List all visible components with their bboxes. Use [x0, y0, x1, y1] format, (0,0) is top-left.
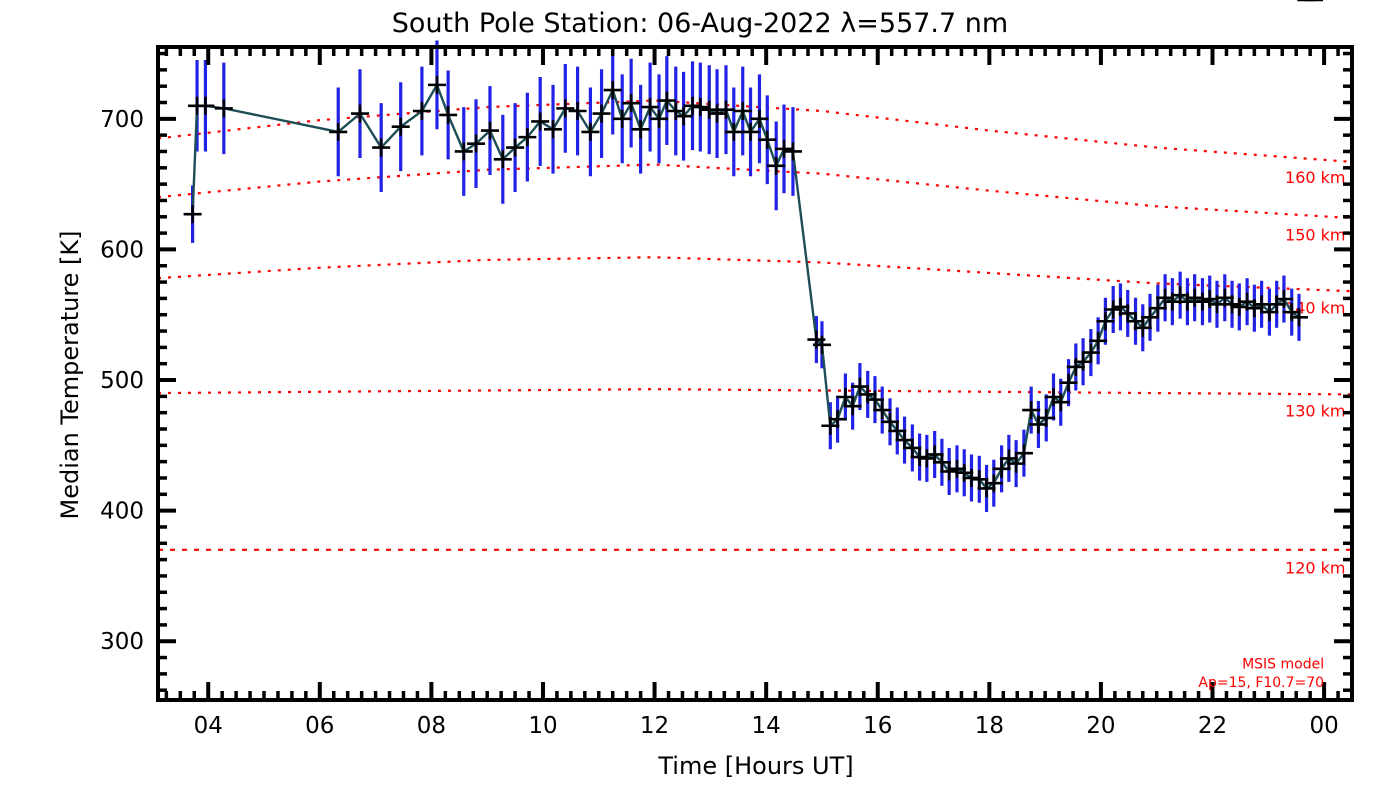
x-tick-label: 10: [528, 713, 557, 739]
y-tick-label: 600: [100, 237, 144, 263]
y-tick-label: 400: [100, 499, 144, 525]
y-axis-label: Median Temperature [K]: [56, 230, 84, 519]
x-tick-label: 06: [305, 713, 334, 739]
model-annotations: MSIS model Ap=15, F10.7=70: [1198, 657, 1324, 691]
msis-130km-label: 130 km: [1285, 402, 1345, 421]
data-point-markers: [183, 0, 1324, 498]
x-tick-label: 20: [1086, 713, 1115, 739]
y-tick-label: 500: [100, 368, 144, 394]
msis-model-note-line1: MSIS model: [1242, 657, 1324, 673]
msis-160km: [157, 99, 1353, 164]
y-tick-label: 700: [100, 107, 144, 133]
y-tick-label: 300: [100, 629, 144, 655]
msis-150km-label: 150 km: [1285, 225, 1345, 244]
x-tick-label: 22: [1198, 713, 1227, 739]
msis-160km-label: 160 km: [1285, 168, 1345, 187]
x-tick-label: 08: [417, 713, 446, 739]
plot-frame: [156, 45, 1354, 702]
x-tick-label: 00: [1309, 713, 1338, 739]
msis-150km: [157, 163, 1353, 220]
x-tick-label: 04: [194, 713, 223, 739]
msis-model-note-line2: Ap=15, F10.7=70: [1198, 675, 1324, 691]
msis-140km: [157, 256, 1353, 293]
msis-130km: [157, 388, 1353, 396]
x-axis-tick-labels: 04 06 08 10 12 14 16 18 20 22 00: [194, 713, 1339, 739]
x-tick-label: 12: [640, 713, 669, 739]
y-axis-tick-labels: 300 400 500 600 700: [100, 107, 144, 655]
msis-model-curves: [157, 99, 1353, 551]
x-tick-label: 14: [752, 713, 781, 739]
x-tick-label: 18: [975, 713, 1004, 739]
x-axis-label: Time [Hours UT]: [657, 752, 853, 780]
msis-120km-label: 120 km: [1285, 558, 1345, 577]
x-tick-label: 16: [863, 713, 892, 739]
chart-title: South Pole Station: 06-Aug-2022 λ=557.7 …: [392, 8, 1008, 39]
